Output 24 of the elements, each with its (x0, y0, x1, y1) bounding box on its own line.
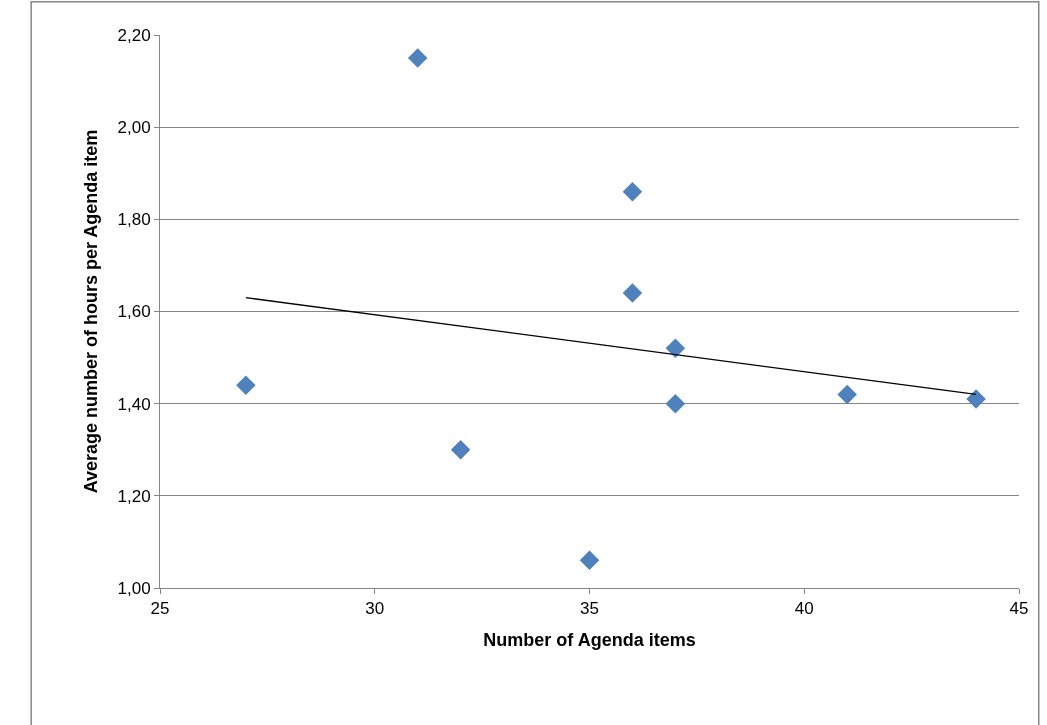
y-tick-label: 1,80 (117, 210, 151, 230)
x-axis-title: Number of Agenda items (483, 629, 696, 650)
y-tick-label: 1,00 (117, 578, 151, 598)
x-tick-label: 30 (365, 599, 385, 619)
y-tick-label: 2,20 (117, 25, 151, 45)
y-tick-label: 2,00 (117, 118, 151, 138)
y-tick-label: 1,20 (117, 486, 151, 506)
y-axis-title: Average number of hours per Agenda item (80, 129, 101, 494)
point (622, 283, 643, 303)
point (407, 48, 428, 68)
x-tick-label: 25 (150, 599, 170, 619)
x-tick-label: 45 (1009, 599, 1029, 619)
point (665, 338, 686, 359)
y-tick-label: 1,40 (117, 394, 151, 414)
point (450, 440, 471, 460)
x-tick-label: 40 (794, 599, 814, 619)
point (966, 389, 986, 409)
x-tick-label: 35 (580, 599, 599, 619)
point (236, 375, 256, 395)
point (579, 550, 600, 571)
point (837, 384, 857, 405)
point (665, 393, 686, 414)
point (622, 181, 643, 202)
y-tick-label: 1,60 (117, 302, 151, 322)
